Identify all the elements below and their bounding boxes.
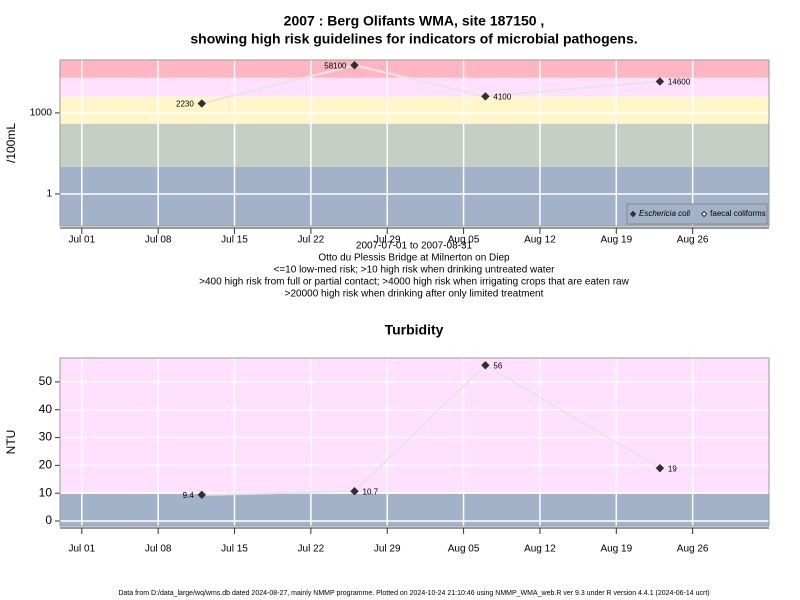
note: <=10 low-med risk; >10 high risk when dr…	[274, 265, 556, 276]
plot-frame	[59, 357, 770, 527]
y-axis-label: /100mL	[4, 123, 18, 163]
x-tick-label: Aug 26	[677, 235, 709, 246]
legend-marker	[629, 210, 637, 218]
x-tick-label: Aug 19	[600, 544, 632, 555]
series-line	[201, 64, 661, 105]
risk-band	[60, 358, 769, 494]
chart-title: Turbidity	[385, 322, 444, 338]
risk-band	[60, 77, 769, 97]
y-tick-label: 0	[45, 513, 52, 527]
data-label: 10.7	[363, 487, 379, 496]
y-tick-label: 1000	[30, 108, 53, 119]
data-point	[655, 463, 665, 473]
x-tick-label: Jul 15	[221, 235, 248, 246]
chart-title: 2007 : Berg Olifants WMA, site 187150 ,	[284, 13, 545, 29]
data-point	[350, 61, 359, 70]
legend-entry: faecal coliforms	[710, 209, 766, 218]
data-point	[481, 361, 490, 370]
x-tick-label: Aug 05	[448, 544, 480, 555]
y-tick-label: 20	[39, 458, 53, 472]
data-label: 4100	[493, 92, 511, 101]
risk-band	[60, 96, 769, 124]
y-tick-label: 10	[39, 485, 53, 499]
x-tick-label: Jul 22	[298, 235, 325, 246]
x-tick-label: Jul 08	[145, 235, 172, 246]
x-tick-label: Aug 12	[524, 235, 556, 246]
x-tick-label: Jul 29	[374, 544, 401, 555]
note: >20000 high risk when drinking after onl…	[285, 289, 544, 300]
data-point	[350, 487, 359, 496]
x-tick-label: Jul 22	[298, 544, 325, 555]
x-tick-label: Jul 29	[374, 235, 401, 246]
x-tick-label: Jul 01	[68, 235, 95, 246]
series-line	[201, 363, 661, 496]
data-label: 19	[668, 464, 677, 473]
y-axis-label: NTU	[4, 430, 18, 455]
x-tick-label: Jul 15	[221, 544, 248, 555]
y-tick-label: 30	[39, 430, 53, 444]
note: >400 high risk from full or partial cont…	[199, 277, 629, 288]
data-point	[481, 92, 490, 101]
data-label: 2230	[176, 100, 194, 109]
x-tick-label: Aug 26	[677, 544, 709, 555]
risk-band	[60, 60, 769, 78]
legend-marker	[700, 210, 708, 218]
data-label: 56	[493, 361, 502, 370]
legend-entry: Eschericia coli	[639, 209, 690, 218]
chart-subtitle: showing high risk guidelines for indicat…	[190, 31, 637, 47]
note: 2007-07-01 to 2007-08-31	[356, 241, 473, 252]
y-tick-label: 40	[39, 402, 53, 416]
data-label: 9.4	[183, 491, 195, 500]
y-tick-label: 1	[46, 189, 52, 200]
x-tick-label: Aug 19	[600, 235, 632, 246]
x-tick-label: Jul 08	[145, 544, 172, 555]
data-point	[655, 77, 665, 86]
data-point	[197, 99, 207, 108]
note: Otto du Plessis Bridge at Milnerton on D…	[318, 253, 510, 264]
x-tick-label: Aug 05	[448, 235, 480, 246]
legend-box	[626, 203, 768, 225]
data-label: 58100	[324, 61, 347, 70]
data-label: 14600	[668, 78, 691, 87]
footer: Data from D:/data_large/wq/wms.db dated …	[118, 590, 709, 597]
data-point	[197, 490, 207, 500]
risk-band	[60, 123, 769, 167]
x-tick-label: Jul 01	[68, 544, 95, 555]
x-tick-label: Aug 12	[524, 544, 556, 555]
plot-frame	[59, 59, 770, 227]
y-tick-label: 50	[39, 374, 53, 388]
